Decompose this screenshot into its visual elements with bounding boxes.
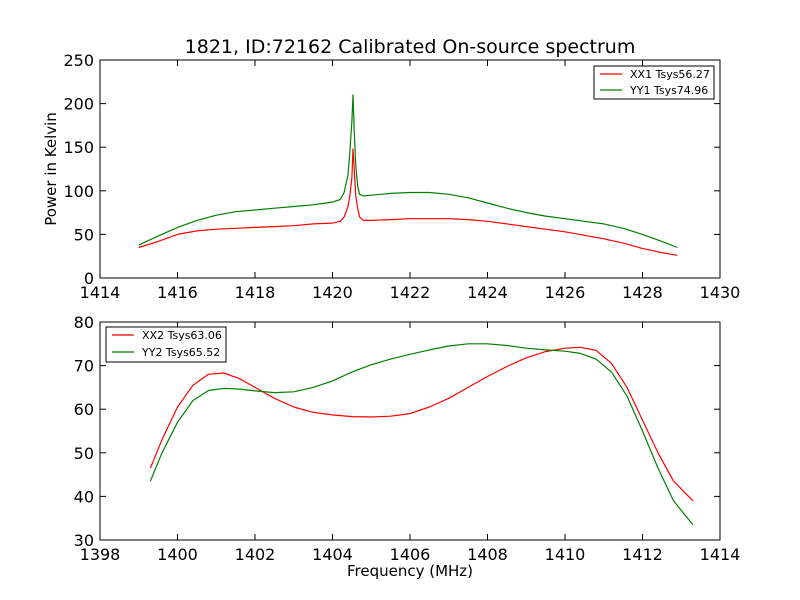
series-line-xx1: [138, 148, 678, 256]
bottom-plot-series: [149, 343, 694, 526]
y-tick-label: 30: [74, 531, 94, 550]
x-tick-label: 1410: [545, 545, 586, 564]
bottom-plot-legend: XX2 Tsys63.06 YY2 Tsys65.52: [105, 326, 227, 363]
top-plot-panel: 1414 1416 1418 1420 1422 1424 1426 1428 1430 0 50 1…: [42, 51, 740, 302]
top-plot-ylabel: Power in Kelvin: [42, 112, 60, 226]
top-plot-legend: XX1 Tsys56.27 YY1 Tsys74.96: [593, 65, 715, 100]
top-plot-series: [138, 94, 678, 256]
series-line-yy1: [138, 94, 678, 249]
x-tick-label: 1426: [545, 283, 586, 302]
top-legend-label-xx1: XX1 Tsys56.27: [630, 68, 710, 81]
x-tick-label: 1416: [157, 283, 198, 302]
top-legend-label-yy1: YY1 Tsys74.96: [629, 84, 708, 97]
x-tick-label: 1398: [80, 545, 121, 564]
y-tick-label: 150: [63, 138, 94, 157]
x-tick-label: 1428: [622, 283, 663, 302]
y-tick-label: 50: [74, 225, 94, 244]
top-legend-box: [593, 65, 715, 100]
series-line-xx2: [149, 346, 694, 502]
bottom-plot-panel: 1398 1400 1402 1404 1406 1408 1410 1412 1414 30 40…: [74, 313, 741, 564]
x-tick-label: 1420: [312, 283, 353, 302]
y-tick-label: 40: [74, 487, 94, 506]
y-tick-label: 250: [63, 51, 94, 70]
y-tick-label: 200: [63, 95, 94, 114]
bottom-legend-label-xx2: XX2 Tsys63.06: [142, 329, 222, 342]
x-tick-label: 1400: [157, 545, 198, 564]
x-tick-label: 1422: [390, 283, 431, 302]
y-tick-label: 70: [74, 357, 94, 376]
y-tick-label: 80: [74, 313, 94, 332]
x-tick-label: 1412: [622, 545, 663, 564]
y-tick-label: 50: [74, 444, 94, 463]
bottom-legend-box: [105, 326, 227, 363]
x-tick-label: 1402: [235, 545, 276, 564]
series-line-yy2: [149, 343, 694, 526]
x-tick-label: 1430: [700, 283, 741, 302]
top-plot-ticks: 1414 1416 1418 1420 1422 1424 1426 1428 1430 0 50 1…: [63, 51, 740, 302]
y-tick-label: 60: [74, 400, 94, 419]
x-tick-label: 1414: [700, 545, 741, 564]
x-tick-label: 1404: [312, 545, 353, 564]
figure-title: 1821, ID:72162 Calibrated On-source spec…: [185, 36, 636, 58]
y-tick-label: 100: [63, 182, 94, 201]
x-tick-label: 1424: [467, 283, 508, 302]
y-tick-label: 0: [84, 269, 94, 288]
x-tick-label: 1414: [80, 283, 121, 302]
x-tick-label: 1408: [467, 545, 508, 564]
x-tick-label: 1406: [390, 545, 431, 564]
bottom-legend-label-yy2: YY2 Tsys65.52: [141, 346, 220, 359]
x-tick-label: 1418: [235, 283, 276, 302]
bottom-plot-ticks: 1398 1400 1402 1404 1406 1408 1410 1412 1414 30 40…: [74, 313, 741, 564]
x-axis-label: Frequency (MHz): [347, 562, 473, 580]
